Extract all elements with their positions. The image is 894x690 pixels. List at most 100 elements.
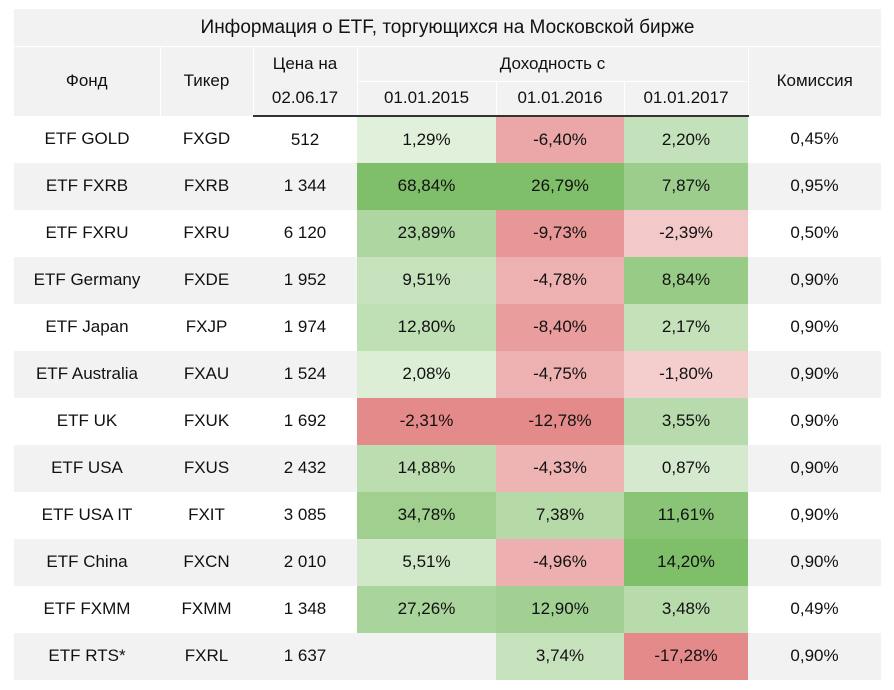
cell-yield-2017: 3,48% [624,585,748,633]
cell-fund: ETF Japan [14,303,160,351]
cell-yield-2016: -4,75% [496,350,624,398]
cell-ticker: FXRL [160,632,253,680]
cell-yield-2015: -2,31% [357,397,496,445]
cell-fund: ETF FXMM [14,585,160,633]
cell-yield-2016: -8,40% [496,303,624,351]
cell-price: 1 974 [253,303,357,351]
cell-fund: ETF GOLD [14,115,160,163]
cell-yield-2017: -17,28% [624,632,748,680]
cell-yield-2017: 14,20% [624,538,748,586]
cell-fee: 0,95% [748,162,881,210]
cell-fee: 0,90% [748,632,881,680]
cell-yield-2017: 11,61% [624,491,748,539]
cell-ticker: FXCN [160,538,253,586]
cell-ticker: FXIT [160,491,253,539]
cell-fee: 0,49% [748,585,881,633]
cell-yield-2016: 26,79% [496,162,624,210]
cell-yield-2015: 14,88% [357,444,496,492]
cell-price: 2 432 [253,444,357,492]
cell-fund: ETF RTS* [14,632,160,680]
cell-ticker: FXDE [160,256,253,304]
table-row: ETF China FXCN 2 010 5,51% -4,96% 14,20% 0,90% [14,538,881,586]
cell-price: 1 637 [253,632,357,680]
cell-yield-2015: 1,29% [357,115,496,163]
cell-yield-2015: 9,51% [357,256,496,304]
cell-fund: ETF Germany [14,256,160,304]
cell-fee: 0,50% [748,209,881,257]
table-row: ETF USA FXUS 2 432 14,88% -4,33% 0,87% 0,90% [14,444,881,492]
cell-fee: 0,90% [748,538,881,586]
cell-yield-2017: -1,80% [624,350,748,398]
cell-yield-2017: 7,87% [624,162,748,210]
cell-price: 1 348 [253,585,357,633]
cell-price: 1 344 [253,162,357,210]
cell-yield-2016: 3,74% [496,632,624,680]
cell-price: 1 524 [253,350,357,398]
table-row: ETF Australia FXAU 1 524 2,08% -4,75% -1,80% 0… [14,350,881,398]
header-price-line2: 02.06.17 [253,81,358,117]
cell-yield-2015: 68,84% [357,162,496,210]
cell-fee: 0,45% [748,115,881,163]
cell-yield-2017: 8,84% [624,256,748,304]
cell-yield-2015: 12,80% [357,303,496,351]
cell-fee: 0,90% [748,444,881,492]
cell-price: 3 085 [253,491,357,539]
cell-yield-2017: 3,55% [624,397,748,445]
cell-yield-2016: 7,38% [496,491,624,539]
cell-yield-2017: 2,17% [624,303,748,351]
cell-fund: ETF Australia [14,350,160,398]
cell-price: 1 952 [253,256,357,304]
cell-ticker: FXGD [160,115,253,163]
cell-yield-2016: 12,90% [496,585,624,633]
table-row: ETF GOLD FXGD 512 1,29% -6,40% 2,20% 0,45% [14,115,881,163]
cell-fund: ETF China [14,538,160,586]
table-row: ETF RTS* FXRL 1 637 3,74% -17,28% 0,90% [14,632,881,680]
header-yield-group: Доходность с [357,46,749,82]
cell-ticker: FXMM [160,585,253,633]
cell-fund: ETF FXRU [14,209,160,257]
table-row: ETF Germany FXDE 1 952 9,51% -4,78% 8,84% 0,90… [14,256,881,304]
cell-fund: ETF USA [14,444,160,492]
table-row: ETF USA IT FXIT 3 085 34,78% 7,38% 11,61% 0,90… [14,491,881,539]
table-row: ETF FXRU FXRU 6 120 23,89% -9,73% -2,39% 0,50% [14,209,881,257]
cell-yield-2015: 27,26% [357,585,496,633]
table-row: ETF FXRB FXRB 1 344 68,84% 26,79% 7,87% 0,95% [14,162,881,210]
header-fund: Фонд [14,46,161,116]
header-price-line1: Цена на [253,46,358,82]
cell-ticker: FXAU [160,350,253,398]
table-row: ETF Japan FXJP 1 974 12,80% -8,40% 2,17% 0,90% [14,303,881,351]
cell-fee: 0,90% [748,350,881,398]
cell-yield-2016: -12,78% [496,397,624,445]
cell-yield-2015: 2,08% [357,350,496,398]
table-title: Информация о ETF, торгующихся на Московс… [14,9,881,47]
cell-yield-2016: -9,73% [496,209,624,257]
cell-price: 2 010 [253,538,357,586]
table-row: ETF UK FXUK 1 692 -2,31% -12,78% 3,55% 0,90% [14,397,881,445]
header-y2015: 01.01.2015 [357,81,497,117]
cell-fee: 0,90% [748,397,881,445]
cell-yield-2015: 23,89% [357,209,496,257]
header-y2016: 01.01.2016 [496,81,625,117]
cell-yield-2016: -6,40% [496,115,624,163]
etf-table-container: Информация о ETF, торгующихся на Московс… [14,9,881,680]
cell-ticker: FXJP [160,303,253,351]
cell-yield-2016: -4,78% [496,256,624,304]
cell-yield-2016: -4,33% [496,444,624,492]
cell-fee: 0,90% [748,256,881,304]
cell-ticker: FXUS [160,444,253,492]
cell-fund: ETF FXRB [14,162,160,210]
header-ticker: Тикер [160,46,254,116]
cell-ticker: FXRU [160,209,253,257]
cell-fee: 0,90% [748,491,881,539]
cell-price: 512 [253,115,357,163]
cell-ticker: FXUK [160,397,253,445]
cell-price: 6 120 [253,209,357,257]
header-y2017: 01.01.2017 [624,81,749,117]
cell-price: 1 692 [253,397,357,445]
cell-ticker: FXRB [160,162,253,210]
cell-yield-2015 [357,632,496,680]
cell-fund: ETF UK [14,397,160,445]
cell-fund: ETF USA IT [14,491,160,539]
cell-yield-2015: 34,78% [357,491,496,539]
cell-yield-2017: -2,39% [624,209,748,257]
